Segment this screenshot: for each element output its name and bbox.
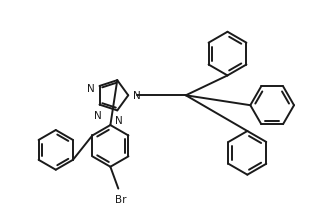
Text: N: N	[87, 83, 95, 94]
Text: N: N	[94, 110, 101, 120]
Text: N: N	[133, 91, 141, 101]
Text: N: N	[115, 116, 123, 126]
Text: Br: Br	[115, 194, 126, 204]
